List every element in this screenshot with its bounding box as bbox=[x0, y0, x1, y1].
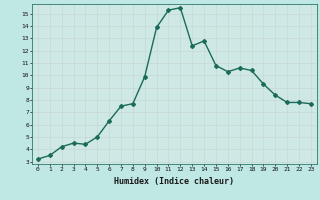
X-axis label: Humidex (Indice chaleur): Humidex (Indice chaleur) bbox=[115, 177, 234, 186]
